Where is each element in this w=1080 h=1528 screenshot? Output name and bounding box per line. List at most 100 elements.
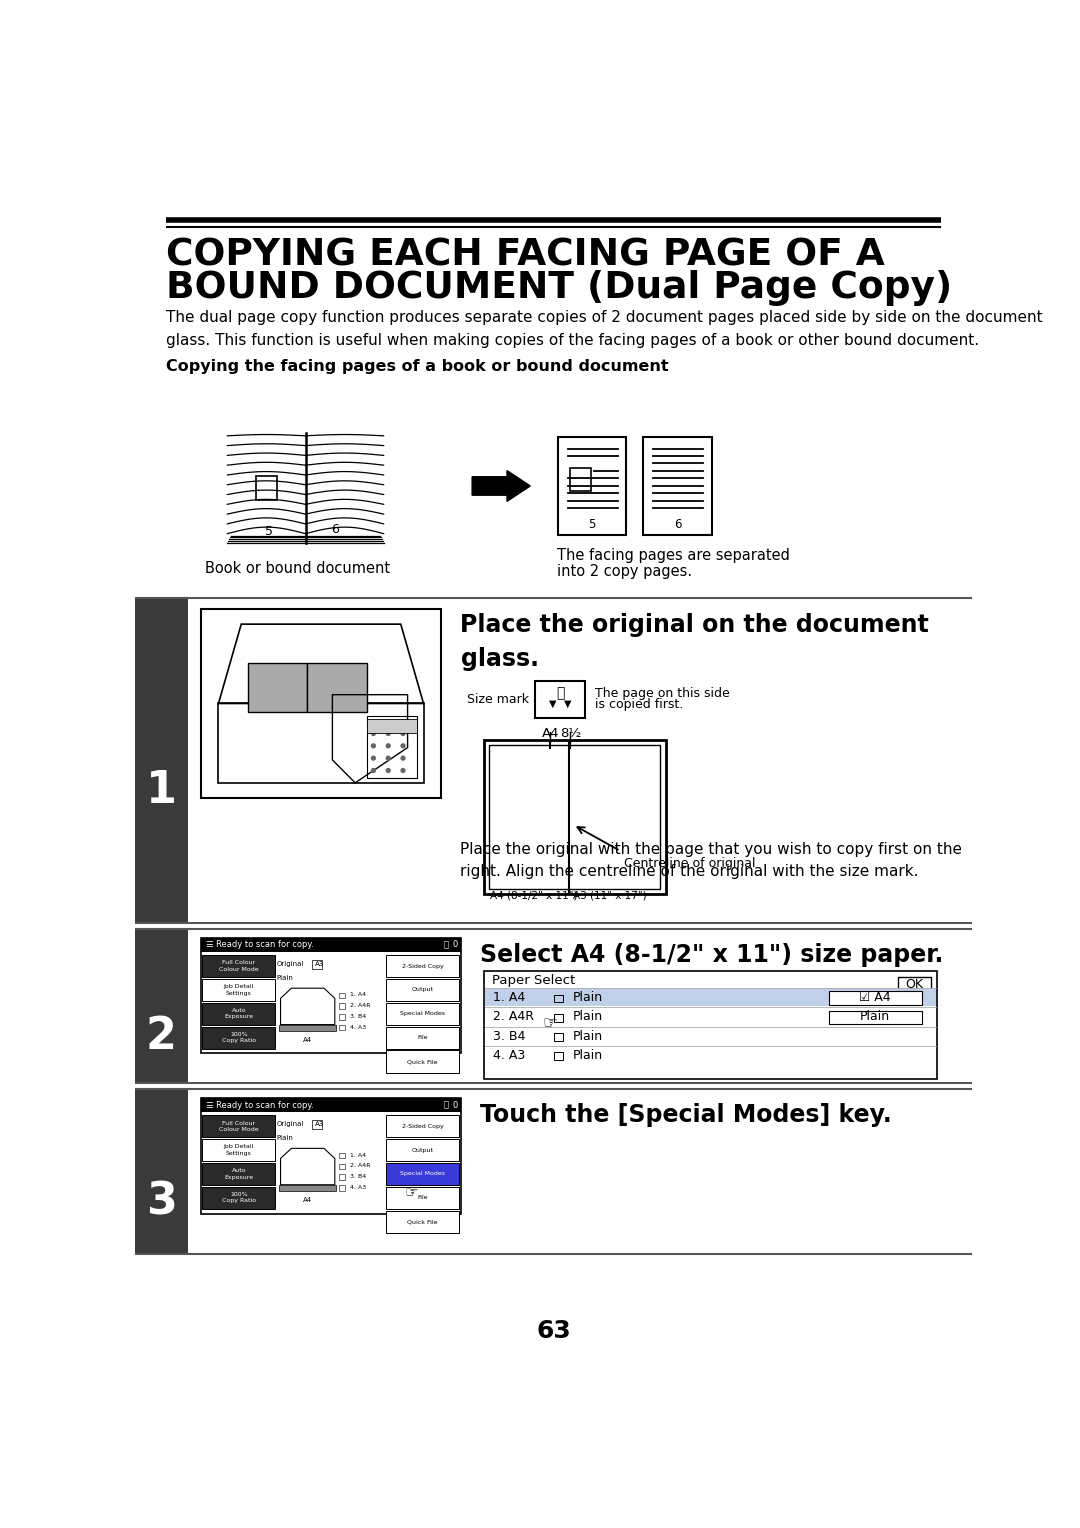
Text: ☰: ☰ [205, 940, 213, 949]
Text: 🖨: 🖨 [444, 940, 448, 949]
Text: The page on this side: The page on this side [595, 688, 729, 700]
Text: A4: A4 [541, 727, 559, 740]
Bar [201, 938, 460, 1053]
Text: ☰: ☰ [205, 1100, 213, 1109]
Text: 6: 6 [332, 523, 339, 536]
Circle shape [401, 769, 405, 773]
Bar [201, 1099, 460, 1213]
Bar [387, 1002, 459, 1025]
Circle shape [372, 744, 376, 747]
Text: 2. A4R: 2. A4R [350, 1163, 370, 1169]
Bar [387, 955, 459, 978]
Bar [387, 1138, 459, 1161]
Text: ☑ A4: ☑ A4 [860, 992, 891, 1004]
Circle shape [387, 744, 390, 747]
Text: COPYING EACH FACING PAGE OF A: COPYING EACH FACING PAGE OF A [166, 237, 885, 274]
Bar [644, 437, 712, 535]
Text: Plain: Plain [860, 1010, 890, 1024]
Circle shape [387, 732, 390, 735]
Text: into 2 copy pages.: into 2 copy pages. [557, 564, 692, 579]
Text: Select A4 (8-1/2" x 11") size paper.: Select A4 (8-1/2" x 11") size paper. [480, 943, 943, 967]
Text: 1. A4: 1. A4 [350, 993, 366, 998]
Bar [256, 477, 278, 500]
Text: 2. A4R: 2. A4R [494, 1010, 534, 1024]
Bar [135, 597, 188, 923]
Bar [899, 978, 931, 993]
Text: 0: 0 [453, 1100, 458, 1109]
Text: 6: 6 [674, 518, 681, 532]
Bar [828, 992, 921, 1004]
Text: Full Colour
Colour Mode: Full Colour Colour Mode [219, 1120, 258, 1132]
Text: A3: A3 [315, 1122, 325, 1128]
Text: Place the original with the page that you wish to copy first on the
right. Align: Place the original with the page that yo… [460, 842, 962, 879]
Text: 5: 5 [265, 526, 273, 538]
Bar [489, 746, 661, 889]
Text: A4 (8-1/2" x 11"): A4 (8-1/2" x 11") [490, 891, 578, 902]
Bar [202, 1002, 275, 1025]
Text: File: File [417, 1034, 428, 1041]
Text: 63: 63 [536, 1319, 571, 1343]
Text: Touch the [Special Modes] key.: Touch the [Special Modes] key. [480, 1103, 892, 1126]
Text: Quick File: Quick File [407, 1219, 437, 1224]
Text: Paper Select: Paper Select [491, 973, 575, 987]
Text: Output: Output [411, 1148, 433, 1152]
Bar [308, 663, 366, 712]
Text: 3. B4: 3. B4 [350, 1015, 366, 1019]
Text: 3. B4: 3. B4 [494, 1030, 526, 1042]
Bar [202, 1138, 275, 1161]
Text: Full Colour
Colour Mode: Full Colour Colour Mode [219, 961, 258, 972]
Text: Job Detail
Settings: Job Detail Settings [224, 984, 254, 996]
Text: 100%
Copy Ratio: 100% Copy Ratio [221, 1192, 256, 1204]
Text: ☞: ☞ [405, 1186, 419, 1201]
Bar [828, 1010, 921, 1024]
Bar [339, 1004, 345, 1008]
Text: 4. A3: 4. A3 [350, 1025, 366, 1030]
Text: Special Modes: Special Modes [400, 1172, 445, 1177]
Text: 100%
Copy Ratio: 100% Copy Ratio [221, 1031, 256, 1044]
Bar [484, 972, 937, 1079]
Text: 📖: 📖 [556, 686, 565, 700]
Bar [485, 1027, 935, 1045]
Text: The facing pages are separated: The facing pages are separated [557, 549, 791, 564]
Text: 3: 3 [146, 1181, 177, 1224]
Bar [366, 720, 417, 733]
Bar [387, 1027, 459, 1048]
Text: A3 (11" x 17"): A3 (11" x 17") [573, 891, 647, 902]
Text: 4. A3: 4. A3 [494, 1048, 525, 1062]
Text: Original: Original [276, 961, 305, 967]
Text: Quick File: Quick File [407, 1059, 437, 1063]
Text: 2: 2 [146, 1015, 177, 1057]
Bar [339, 1025, 345, 1030]
Bar [570, 468, 591, 490]
Text: Copying the facing pages of a book or bound document: Copying the facing pages of a book or bo… [166, 359, 669, 374]
Text: 3. B4: 3. B4 [350, 1174, 366, 1180]
Bar [387, 1050, 459, 1073]
Text: 4. A3: 4. A3 [350, 1184, 366, 1190]
Text: 2-Sided Copy: 2-Sided Copy [402, 964, 444, 969]
Text: Book or bound document: Book or bound document [205, 561, 390, 576]
Bar [485, 1045, 935, 1063]
Text: A4: A4 [303, 1196, 312, 1203]
Text: ▼: ▼ [564, 698, 571, 709]
Text: The dual page copy function produces separate copies of 2 document pages placed : The dual page copy function produces sep… [166, 310, 1042, 347]
Bar [218, 703, 423, 782]
Text: BOUND DOCUMENT (Dual Page Copy): BOUND DOCUMENT (Dual Page Copy) [166, 269, 953, 306]
Bar [202, 1027, 275, 1048]
Text: 2. A4R: 2. A4R [350, 1004, 370, 1008]
Bar [558, 437, 626, 535]
Circle shape [387, 756, 390, 759]
Bar [387, 1210, 459, 1233]
Text: Auto
Exposure: Auto Exposure [225, 1008, 254, 1019]
Text: Original: Original [276, 1122, 305, 1128]
Bar [554, 995, 563, 1002]
Text: Plain: Plain [572, 1010, 603, 1024]
Bar [311, 960, 323, 969]
Text: Special Modes: Special Modes [400, 1012, 445, 1016]
Circle shape [401, 756, 405, 759]
Text: ▼: ▼ [549, 698, 556, 709]
Bar [554, 1053, 563, 1060]
Bar [202, 955, 275, 978]
Bar [339, 1163, 345, 1169]
Text: A3: A3 [315, 961, 325, 967]
Circle shape [387, 769, 390, 773]
